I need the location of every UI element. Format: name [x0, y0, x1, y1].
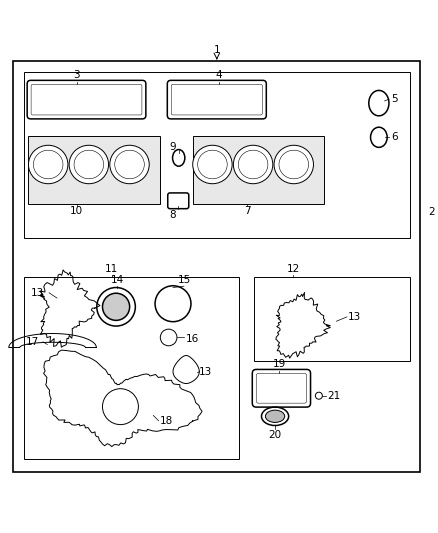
Text: 8: 8 — [170, 210, 177, 220]
Text: 4: 4 — [215, 70, 223, 80]
Ellipse shape — [74, 150, 104, 179]
Text: 10: 10 — [70, 206, 83, 216]
Bar — [24, 278, 239, 459]
Ellipse shape — [274, 146, 314, 184]
Text: 11: 11 — [105, 264, 118, 274]
Text: 1: 1 — [213, 45, 220, 55]
Text: 13: 13 — [348, 312, 361, 322]
Text: 13: 13 — [199, 367, 212, 377]
Text: 19: 19 — [272, 359, 286, 369]
Text: 13: 13 — [31, 288, 44, 298]
Text: 14: 14 — [111, 275, 124, 285]
Text: 21: 21 — [328, 391, 341, 401]
Ellipse shape — [279, 150, 308, 179]
Ellipse shape — [198, 150, 227, 179]
Text: 12: 12 — [287, 264, 300, 274]
Ellipse shape — [28, 146, 68, 184]
Ellipse shape — [110, 146, 149, 184]
Ellipse shape — [233, 146, 273, 184]
Ellipse shape — [102, 293, 130, 320]
Ellipse shape — [33, 150, 63, 179]
Ellipse shape — [265, 410, 285, 423]
Bar — [24, 71, 410, 238]
Text: 6: 6 — [391, 132, 398, 142]
Bar — [28, 136, 160, 204]
Ellipse shape — [193, 146, 232, 184]
Text: 9: 9 — [170, 142, 177, 152]
Text: 16: 16 — [186, 334, 199, 344]
Bar — [193, 136, 324, 204]
Text: 17: 17 — [26, 337, 39, 347]
Ellipse shape — [69, 146, 109, 184]
Text: 3: 3 — [73, 70, 80, 80]
Text: 2: 2 — [428, 207, 435, 217]
Ellipse shape — [115, 150, 144, 179]
Text: 15: 15 — [177, 275, 191, 285]
Text: 5: 5 — [391, 94, 398, 104]
Bar — [254, 278, 410, 361]
Text: 7: 7 — [244, 206, 251, 216]
Text: 20: 20 — [268, 430, 282, 440]
Text: 18: 18 — [160, 416, 173, 426]
Ellipse shape — [238, 150, 268, 179]
